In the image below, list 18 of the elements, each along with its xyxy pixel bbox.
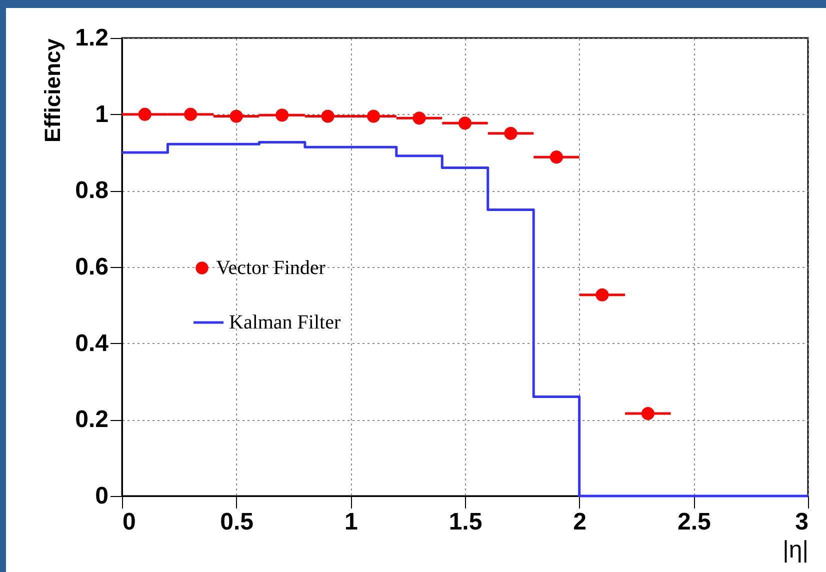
y-tick-label: 1.2 — [75, 24, 108, 52]
x-tick-label: 0.5 — [220, 508, 254, 536]
x-tick-label: 2 — [573, 508, 587, 536]
legend-label: Kalman Filter — [229, 312, 341, 334]
y-tick-label: 0.8 — [75, 177, 108, 204]
x-tick-label: 0 — [122, 508, 136, 536]
y-tick-label: 0.4 — [75, 330, 110, 357]
y-axis-title: Efficiency — [40, 38, 66, 142]
legend-label: Vector Finder — [216, 257, 326, 279]
x-tick-label: 1.5 — [448, 508, 482, 536]
x-axis-title: |η| — [782, 536, 808, 564]
x-tick-label: 1 — [344, 508, 358, 536]
y-tick-label: 0.6 — [75, 254, 108, 280]
x-tick-label: 3 — [795, 508, 808, 536]
x-tick-label: 2.5 — [677, 508, 711, 536]
y-tick-label: 0.2 — [75, 406, 108, 434]
y-tick-label: 0 — [95, 482, 108, 510]
y-tick-label: 1 — [95, 100, 108, 128]
